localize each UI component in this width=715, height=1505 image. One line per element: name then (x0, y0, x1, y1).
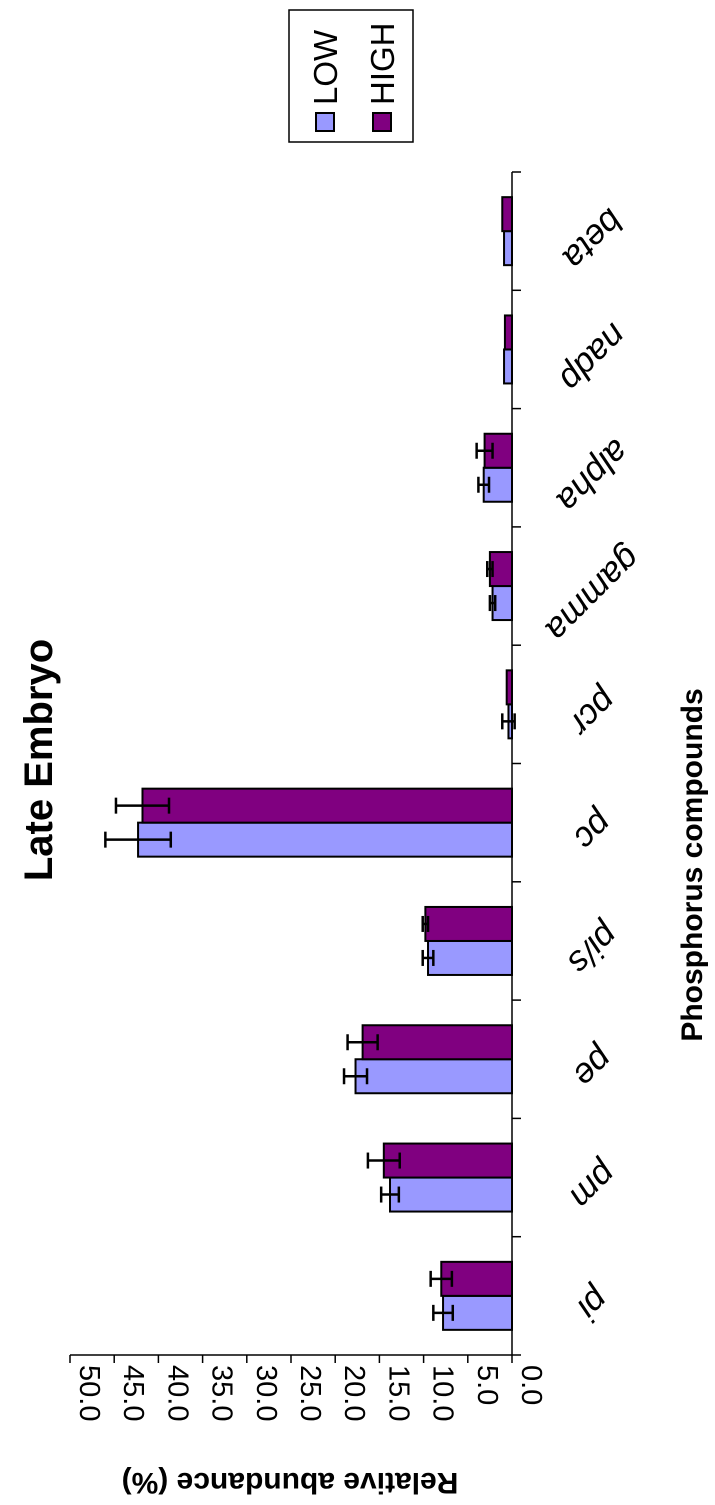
legend-box (288, 9, 414, 143)
category-label: beta (555, 201, 631, 277)
x-axis-label: Phosphorus compounds (676, 688, 709, 1041)
value-tick-label: 50.0 (73, 1365, 105, 1421)
chart-title: Late Embryo (17, 639, 61, 881)
bar-low-pc (137, 821, 513, 858)
bar-high-pm (382, 1142, 513, 1179)
bar-high-nadp (503, 314, 514, 351)
category-label: pcr (561, 681, 625, 745)
legend-swatch-high (372, 112, 392, 132)
value-tick-label: 30.0 (250, 1365, 282, 1421)
category-label: nadp (552, 316, 635, 399)
value-tick-label: 5.0 (471, 1365, 503, 1405)
value-tick-label: 35.0 (206, 1365, 238, 1421)
category-label: pi/s (560, 915, 627, 982)
value-tick-label: 45.0 (117, 1365, 149, 1421)
bar-low-nadp (503, 348, 514, 385)
category-label: pc (566, 803, 621, 858)
bar-low-pi (442, 1294, 514, 1331)
bar-low-pe (354, 1058, 514, 1095)
label-layer: Late Embryo Phosphorus compounds Relativ… (17, 639, 709, 1499)
legend: LOW HIGH (288, 9, 414, 143)
category-label: alpha (549, 432, 637, 520)
bar-high-pc (141, 787, 513, 824)
y-axis-label: Relative abundance (%) (122, 1466, 459, 1499)
bar-low-pis (427, 939, 513, 976)
value-tick-label: 0.0 (515, 1365, 547, 1405)
category-label: pm (562, 1154, 625, 1217)
bar-high-pe (361, 1024, 513, 1061)
legend-label-high: HIGH (364, 23, 401, 106)
bar-high-beta (501, 196, 514, 233)
value-tick-label: 10.0 (427, 1365, 459, 1421)
category-label: pe (566, 1039, 622, 1095)
value-tick-label: 40.0 (161, 1365, 193, 1421)
value-tick-label: 20.0 (338, 1365, 370, 1421)
legend-swatch-low (315, 112, 335, 132)
legend-label-low: LOW (307, 29, 344, 105)
plot-layer: 0.0 5.0 10.0 15.0 20.0 25.0 30.0 35.0 40.0 45.0 50… (69, 171, 648, 1421)
bar-low-pm (389, 1176, 513, 1213)
bar-high-pcr (505, 669, 514, 706)
value-tick-label: 15.0 (382, 1365, 414, 1421)
bar-low-beta (503, 230, 514, 267)
category-label: gamma (538, 539, 648, 649)
value-tick-label: 25.0 (294, 1365, 326, 1421)
category-label: pi (569, 1280, 617, 1328)
bar-high-pis (424, 905, 514, 942)
